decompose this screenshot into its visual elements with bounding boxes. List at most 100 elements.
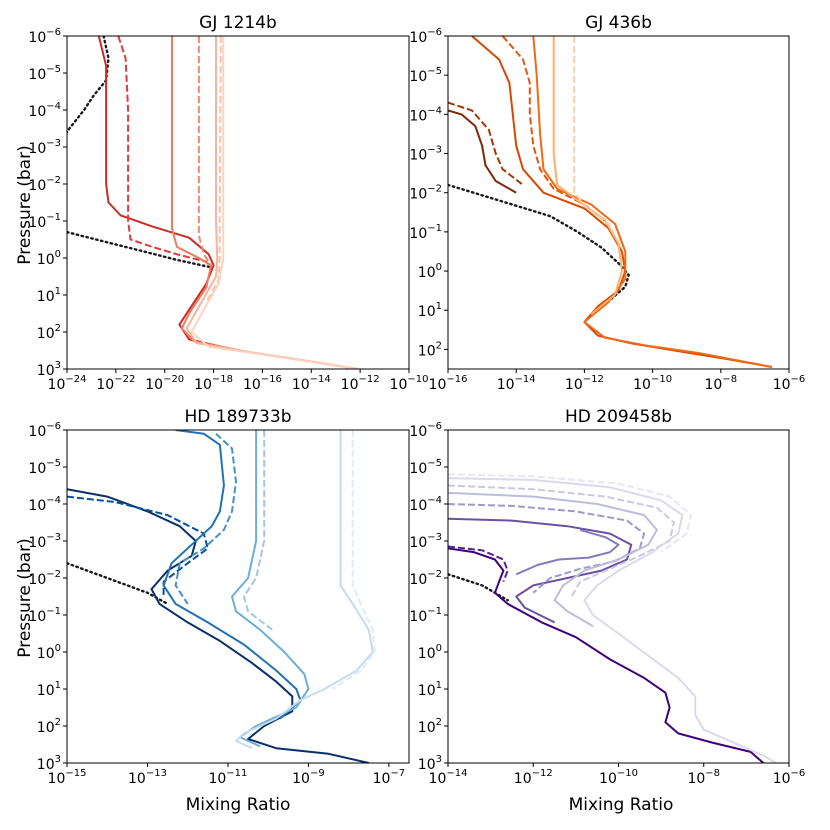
x-tick-label: 10−16: [243, 374, 282, 393]
y-tick-label: 10−1: [409, 606, 442, 625]
x-tick-label: 10−15: [48, 768, 87, 787]
x-tick-label: 10−10: [633, 374, 672, 393]
x-tick-label: 10−14: [292, 374, 331, 393]
series-line-dotted-lower: [67, 230, 213, 269]
series-line-s4-dash: [573, 36, 623, 249]
series-line-dotted: [67, 562, 169, 606]
x-tick-label: 10−8: [705, 374, 738, 393]
series-line-dotted: [448, 183, 630, 300]
chart-title: HD 189733b: [185, 407, 292, 427]
x-tick-label: 10−12: [341, 374, 380, 393]
series-line-s1-dash: [448, 101, 524, 186]
series-line-s4: [552, 36, 623, 315]
series-line-s1-dash: [67, 495, 209, 597]
x-tick-label: 10−10: [599, 768, 638, 787]
x-tick-label: 10−22: [96, 374, 135, 393]
panel-0: GJ 1214b 10−24 10−22 10−20 10−18 10−16 10−14 10…: [28, 13, 428, 393]
x-tick-label: 10−14: [429, 768, 468, 787]
panel-2: HD 189733b 10−15 10−13 10−11 10−9 10−7 10−6 10−…: [28, 407, 410, 787]
y-tick-label: 103: [37, 754, 61, 773]
x-tick-label: 10−13: [128, 768, 167, 787]
axes-frame: [447, 35, 790, 370]
series-group: [448, 36, 773, 368]
y-tick-label: 10−2: [28, 569, 61, 588]
series-line-s1: [448, 109, 517, 194]
y-tick-label: 102: [37, 323, 61, 342]
series-group: [67, 430, 376, 763]
series-line-s4: [190, 36, 358, 369]
axes-frame: [66, 429, 410, 764]
xlabel-left: Mixing Ratio: [186, 795, 291, 815]
x-tick-label: 10−18: [194, 374, 233, 393]
x-tick-label: 10−20: [145, 374, 184, 393]
series-line-s4: [235, 430, 374, 750]
y-tick-label: 10−5: [409, 66, 442, 85]
chart-title: GJ 436b: [585, 13, 652, 33]
series-line-s3: [231, 430, 310, 748]
y-tick-label: 10−6: [409, 27, 442, 46]
series-line-s2: [471, 36, 773, 368]
ylabel-top: Pressure (bar): [15, 145, 35, 264]
series-line-s1: [97, 36, 358, 369]
series-line-s4: [448, 491, 658, 627]
y-tick-label: 101: [37, 286, 61, 305]
y-tick-label: 10−6: [28, 421, 61, 440]
x-tick-label: 10−6: [773, 374, 806, 393]
series-group: [448, 473, 777, 763]
y-tick-label: 100: [418, 643, 442, 662]
y-tick-label: 10−3: [409, 532, 442, 551]
series-line-s3-dash: [243, 430, 273, 631]
y-tick-label: 10−4: [409, 495, 442, 514]
chart-title: HD 209458b: [565, 407, 672, 427]
y-tick-label: 10−3: [409, 145, 442, 164]
panel-3: HD 209458b 10−14 10−12 10−10 10−8 10−6 10−6 10−…: [409, 407, 805, 787]
y-tick-label: 10−6: [28, 27, 61, 46]
x-tick-label: 10−12: [565, 374, 604, 393]
chart-title: GJ 1214b: [199, 13, 277, 33]
series-group: [67, 36, 358, 369]
series-line-s2-dash: [501, 36, 609, 225]
series-line-s3: [515, 528, 620, 576]
series-line-s4-dash: [332, 430, 376, 690]
xlabel-right: Mixing Ratio: [569, 795, 674, 815]
x-tick-label: 10−10: [390, 374, 429, 393]
series-line-s2-dash: [174, 432, 237, 605]
series-line-s2: [448, 517, 633, 624]
y-tick-label: 102: [418, 340, 442, 359]
y-tick-label: 10−2: [409, 569, 442, 588]
ylabel-bottom: Pressure (bar): [15, 538, 35, 657]
series-line-s1: [67, 488, 370, 763]
series-line-s5-dash: [448, 473, 692, 553]
series-line-s1: [448, 547, 765, 763]
series-line-s1-dash: [448, 545, 509, 583]
y-tick-label: 101: [418, 301, 442, 320]
y-tick-label: 102: [418, 717, 442, 736]
series-line-s3-dash: [205, 36, 222, 303]
x-tick-label: 10−24: [48, 374, 87, 393]
y-tick-label: 10−4: [409, 105, 442, 124]
x-tick-label: 10−12: [514, 768, 553, 787]
y-tick-label: 10−4: [28, 495, 61, 514]
y-tick-label: 10−5: [28, 458, 61, 477]
x-tick-label: 10−8: [687, 768, 720, 787]
x-tick-label: 10−16: [429, 374, 468, 393]
y-tick-label: 100: [37, 249, 61, 268]
series-line-s5: [448, 477, 777, 763]
y-tick-label: 103: [418, 754, 442, 773]
y-tick-label: 102: [37, 717, 61, 736]
axes-frame: [66, 35, 410, 370]
y-tick-label: 100: [418, 262, 442, 281]
series-line-s2: [162, 430, 302, 720]
y-tick-label: 10−3: [28, 532, 61, 551]
series-line-s4-dash: [448, 484, 675, 597]
x-tick-label: 10−7: [373, 768, 406, 787]
x-tick-label: 10−11: [208, 768, 247, 787]
y-tick-label: 10−6: [409, 421, 442, 440]
y-tick-label: 10−4: [28, 101, 61, 120]
x-tick-label: 10−14: [497, 374, 536, 393]
y-tick-label: 101: [418, 680, 442, 699]
y-tick-label: 10−5: [28, 64, 61, 83]
series-line-s3-dash: [448, 503, 646, 594]
series-line-s1-dash: [117, 36, 212, 270]
panel-1: GJ 436b 10−16 10−14 10−12 10−10 10−8 10−6 10−6 1…: [409, 13, 805, 393]
